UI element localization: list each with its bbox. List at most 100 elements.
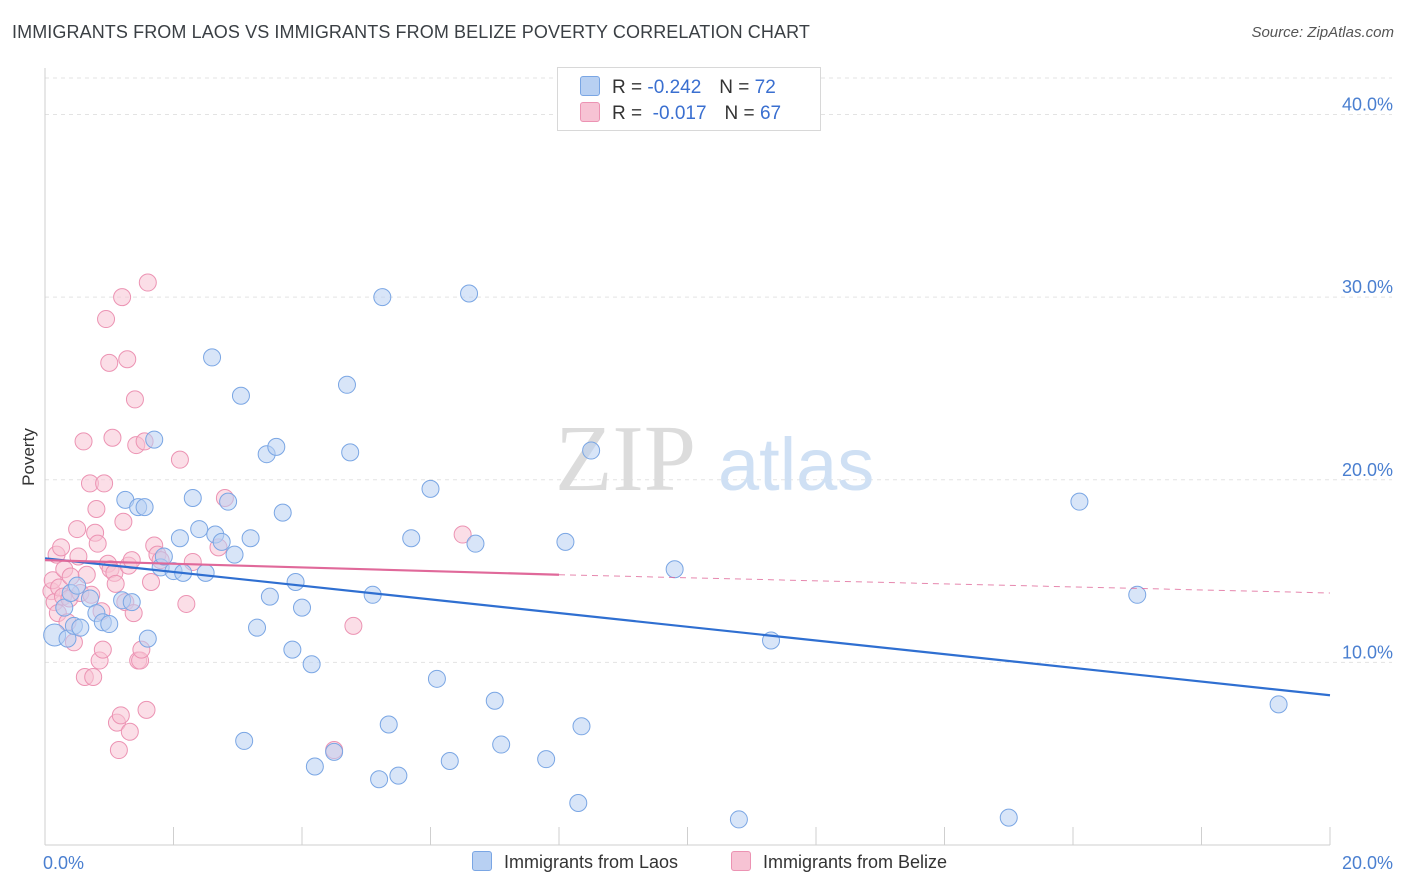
belize-point-33 xyxy=(103,428,122,447)
belize-trend-extension xyxy=(558,574,1331,594)
watermark-atlas: atlas xyxy=(718,423,874,506)
belize-point-42 xyxy=(118,350,137,369)
laos-point-10 xyxy=(100,615,119,634)
laos-point-40 xyxy=(286,573,305,592)
laos-swatch-icon xyxy=(580,76,600,96)
axes xyxy=(44,68,1331,846)
laos-point-66 xyxy=(729,810,748,829)
laos-point-42 xyxy=(302,655,321,674)
source-label: Source: ZipAtlas.com xyxy=(1251,24,1394,41)
belize-point-31 xyxy=(100,353,119,372)
laos-point-28 xyxy=(212,532,231,551)
belize-point-23 xyxy=(87,499,106,518)
belize-point-21 xyxy=(84,667,103,686)
laos-point-36 xyxy=(260,587,279,606)
laos-point-61 xyxy=(556,532,575,551)
belize-point-37 xyxy=(109,741,128,760)
legend-label-laos: Immigrants from Laos xyxy=(504,852,679,872)
laos-point-69 xyxy=(1070,492,1089,511)
laos-point-23 xyxy=(183,489,202,508)
laos-point-60 xyxy=(537,750,556,769)
y-tick-label-1: 20.0% xyxy=(1342,460,1393,480)
x-tick-label-0: 0.0% xyxy=(43,853,84,873)
belize-point-39 xyxy=(113,288,132,307)
laos-point-37 xyxy=(267,437,286,456)
laos-point-46 xyxy=(341,443,360,462)
laos-point-24 xyxy=(190,520,209,539)
laos-points xyxy=(43,284,1288,829)
belize-point-16 xyxy=(74,432,93,451)
belize-point-13 xyxy=(68,520,87,539)
laos-point-6 xyxy=(71,618,90,637)
laos-point-57 xyxy=(466,534,485,553)
y-tick-label-3: 40.0% xyxy=(1342,95,1393,115)
belize-point-55 xyxy=(142,573,161,592)
belize-point-65 xyxy=(344,616,363,635)
laos-point-54 xyxy=(427,669,446,688)
belize-point-38 xyxy=(111,706,130,725)
belize-legend-swatch-icon xyxy=(731,851,751,871)
laos-point-49 xyxy=(373,288,392,307)
laos-point-26 xyxy=(203,348,222,367)
laos-point-30 xyxy=(225,545,244,564)
laos-legend-swatch-icon xyxy=(472,851,492,871)
laos-point-52 xyxy=(402,529,421,548)
laos-point-71 xyxy=(1269,695,1288,714)
laos-point-32 xyxy=(235,731,254,750)
laos-point-53 xyxy=(421,479,440,498)
legend-row-laos: R = -0.242 N = 72 xyxy=(580,76,776,100)
laos-point-31 xyxy=(231,386,250,405)
belize-point-60 xyxy=(177,594,196,613)
belize-point-6 xyxy=(52,538,71,557)
chart-title: IMMIGRANTS FROM LAOS VS IMMIGRANTS FROM … xyxy=(12,22,810,42)
laos-point-19 xyxy=(154,547,173,566)
laos-r-label: R = xyxy=(612,77,643,98)
laos-point-43 xyxy=(305,757,324,776)
laos-r-value: -0.242 xyxy=(647,77,702,98)
laos-point-50 xyxy=(379,715,398,734)
laos-point-5 xyxy=(68,576,87,595)
laos-point-65 xyxy=(665,560,684,579)
belize-point-28 xyxy=(95,474,114,493)
y-axis-title: Poverty xyxy=(19,428,38,486)
x-tick-label-1: 20.0% xyxy=(1342,853,1393,873)
legend-item-laos[interactable]: Immigrants from Laos xyxy=(472,851,678,873)
belize-point-35 xyxy=(106,574,125,593)
belize-n-label: N = xyxy=(724,103,755,124)
laos-point-13 xyxy=(122,593,141,612)
belize-r-label: R = xyxy=(612,103,643,124)
belize-point-44 xyxy=(120,722,139,741)
laos-point-34 xyxy=(248,618,267,637)
legend-label-belize: Immigrants from Belize xyxy=(763,852,948,872)
laos-point-38 xyxy=(273,503,292,522)
laos-point-44 xyxy=(325,742,344,761)
belize-point-54 xyxy=(138,273,157,292)
laos-point-33 xyxy=(241,529,260,548)
laos-point-56 xyxy=(460,284,479,303)
legend-item-belize[interactable]: Immigrants from Belize xyxy=(731,851,947,873)
laos-trend-line xyxy=(44,557,1331,697)
laos-point-62 xyxy=(569,793,588,812)
belize-trend-line xyxy=(44,559,560,576)
belize-point-40 xyxy=(114,512,133,531)
laos-point-58 xyxy=(485,691,504,710)
laos-point-51 xyxy=(389,766,408,785)
belize-point-66 xyxy=(453,525,472,544)
belize-point-47 xyxy=(125,390,144,409)
laos-point-48 xyxy=(370,770,389,789)
belize-r-value: -0.017 xyxy=(652,103,707,124)
laos-point-21 xyxy=(170,529,189,548)
laos-point-17 xyxy=(145,430,164,449)
laos-n-value: 72 xyxy=(754,77,776,98)
belize-point-53 xyxy=(137,700,156,719)
gridlines xyxy=(45,77,1392,663)
laos-point-45 xyxy=(337,375,356,394)
laos-point-41 xyxy=(293,598,311,617)
y-tick-label-2: 30.0% xyxy=(1342,277,1393,297)
belize-n-value: 67 xyxy=(759,103,782,124)
trend-lines xyxy=(44,557,1331,697)
y-tick-label-0: 10.0% xyxy=(1342,642,1393,662)
watermark-zip: ZIP xyxy=(555,407,696,511)
laos-point-68 xyxy=(999,808,1018,827)
